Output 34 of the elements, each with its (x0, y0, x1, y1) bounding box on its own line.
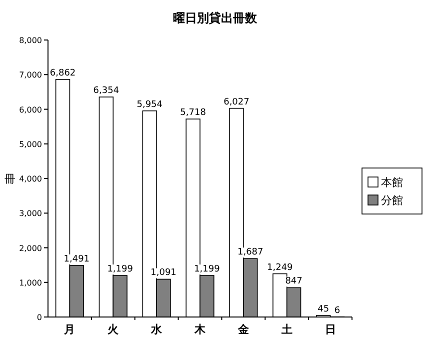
y-tick-label: 7,000 (19, 70, 42, 80)
y-tick-label: 3,000 (19, 209, 42, 218)
data-label: 1,091 (150, 268, 176, 278)
data-label: 847 (285, 276, 302, 287)
data-label: 1,687 (237, 248, 264, 258)
data-label: 1,199 (107, 264, 134, 274)
x-tick-label: 水 (150, 323, 164, 336)
data-label: 1,249 (267, 262, 294, 273)
y-tick-label: 0 (36, 313, 42, 322)
y-tick-label: 6,000 (19, 105, 42, 114)
x-tick-label: 日 (324, 323, 336, 336)
data-label: 45 (318, 304, 330, 314)
y-tick-label: 8,000 (19, 36, 42, 45)
data-label: 1,491 (64, 254, 90, 264)
y-axis-title: 冊 (4, 172, 16, 186)
data-label: 6 (334, 306, 340, 316)
x-tick-label: 月 (63, 323, 76, 336)
data-label: 6,862 (50, 68, 76, 78)
y-tick-label: 2,000 (19, 244, 42, 253)
data-label: 1,199 (194, 264, 220, 274)
chart-title: 曜日別貸出冊数 (173, 11, 258, 25)
data-label: 5,718 (180, 108, 206, 118)
y-tick-label: 4,000 (19, 174, 42, 184)
legend-label: 本館 (381, 176, 403, 189)
data-label: 6,027 (224, 97, 250, 108)
x-tick-label: 木 (194, 323, 206, 336)
y-tick-label: 5,000 (19, 140, 42, 149)
data-label: 5,954 (136, 100, 163, 110)
y-tick-label: 1,000 (19, 278, 42, 288)
x-tick-label: 金 (236, 323, 250, 336)
data-label: 6,354 (93, 86, 120, 96)
x-tick-label: 火 (108, 323, 120, 336)
x-tick-label: 土 (280, 323, 292, 336)
legend-label: 分館 (381, 194, 403, 207)
